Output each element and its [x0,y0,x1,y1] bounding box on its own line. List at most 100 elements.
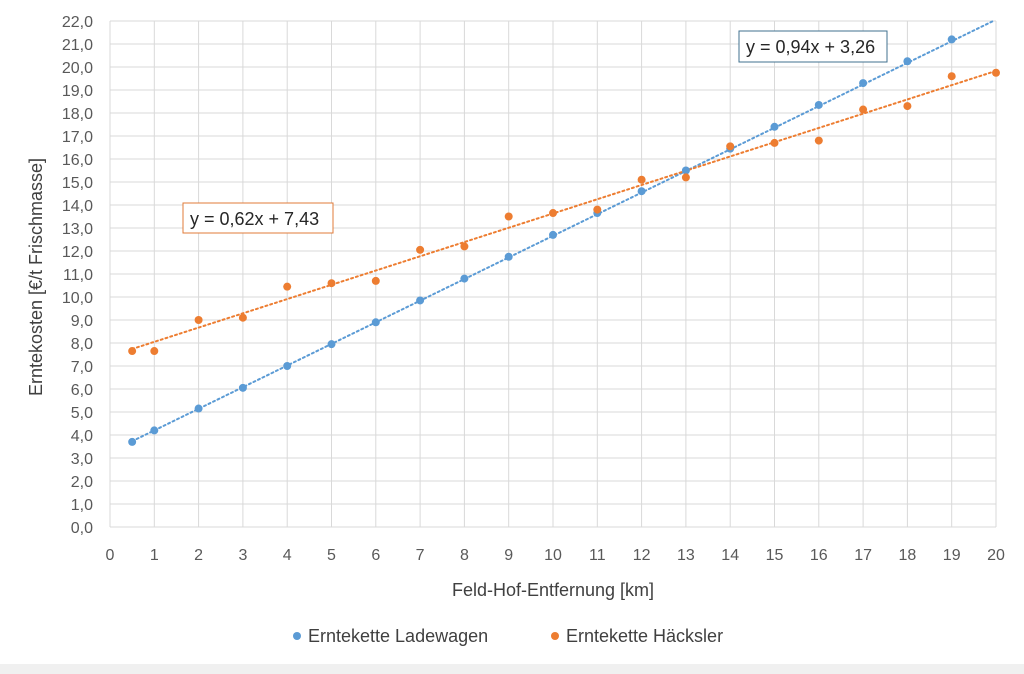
legend-label-ladewagen: Erntekette Ladewagen [308,626,488,646]
y-tick-label: 14,0 [62,198,93,215]
x-tick-label: 19 [943,547,961,564]
x-tick-label: 17 [854,547,872,564]
y-tick-label: 2,0 [71,474,93,491]
y-tick-label: 22,0 [62,14,93,31]
data-point-haecksler [371,276,380,285]
x-tick-label: 3 [238,547,247,564]
equation-text-haecksler: y = 0,62x + 7,43 [190,209,319,229]
x-tick-label: 6 [371,547,380,564]
y-tick-label: 10,0 [62,290,93,307]
y-tick-label: 7,0 [71,359,93,376]
y-tick-label: 19,0 [62,83,93,100]
x-tick-label: 7 [416,547,425,564]
legend: Erntekette Ladewagen Erntekette Häcksler [293,626,723,646]
legend-marker-haecksler [551,632,559,640]
data-points [128,35,1000,446]
data-point-ladewagen [283,362,292,370]
data-point-haecksler [460,242,469,251]
x-tick-label: 15 [766,547,784,564]
x-tick-label: 2 [194,547,203,564]
y-tick-label: 5,0 [71,405,93,422]
data-point-haecksler [947,72,956,81]
data-point-haecksler [681,173,690,182]
trendline-haecksler [131,69,997,350]
trendline-ladewagen [131,20,995,443]
data-point-ladewagen [327,340,336,349]
y-tick-label: 16,0 [62,152,93,169]
x-tick-label: 18 [899,547,917,564]
data-point-ladewagen [814,100,823,109]
gridlines [109,20,997,528]
y-tick-label: 21,0 [62,37,93,54]
data-point-haecksler [238,313,247,322]
y-tick-label: 17,0 [62,129,93,146]
y-tick-label: 11,0 [63,267,93,284]
y-tick-label: 0,0 [71,520,93,537]
data-point-haecksler [194,316,203,324]
data-point-ladewagen [371,318,380,327]
y-axis-title: Erntekosten [€/t Frischmasse] [26,158,46,396]
x-tick-label: 12 [633,547,651,564]
legend-marker-ladewagen [293,632,301,640]
footer-strip [0,664,1024,674]
equation-text-ladewagen: y = 0,94x + 3,26 [746,37,875,57]
data-point-ladewagen [859,79,868,88]
equation-label-ladewagen: y = 0,94x + 3,26 [738,30,888,63]
x-tick-label: 4 [283,547,292,564]
y-tick-label: 1,0 [71,497,93,514]
y-tick-label: 12,0 [62,244,93,261]
y-tick-labels: 0,0 1,0 2,0 3,0 4,0 5,0 6,0 7,0 8,0 9,0 10,0 11,0 12… [62,14,93,537]
x-tick-labels: 0 1 2 3 4 5 6 7 8 9 10 11 12 13 14 15 16 17 18 19 20 [106,547,1005,564]
legend-label-haecksler: Erntekette Häcksler [566,626,723,646]
data-point-haecksler [283,282,292,291]
x-tick-label: 10 [544,547,562,564]
data-point-haecksler [814,136,823,145]
y-tick-label: 18,0 [62,106,93,123]
data-point-ladewagen [770,122,779,131]
data-point-ladewagen [549,230,557,239]
data-point-ladewagen [128,437,137,446]
data-point-ladewagen [194,404,203,413]
y-tick-label: 15,0 [62,175,93,192]
y-tick-label: 3,0 [71,451,93,468]
y-tick-label: 8,0 [71,336,93,353]
x-tick-label: 1 [150,547,159,564]
data-point-ladewagen [637,187,646,196]
data-point-ladewagen [903,57,912,66]
y-tick-label: 9,0 [71,313,93,330]
data-point-ladewagen [238,383,247,392]
data-point-haecksler [327,279,336,288]
data-point-haecksler [416,245,425,254]
data-point-haecksler [726,142,735,151]
data-point-ladewagen [947,35,956,44]
data-point-haecksler [637,175,646,184]
x-tick-label: 5 [327,547,336,564]
x-tick-label: 9 [504,547,513,564]
x-tick-label: 20 [987,547,1005,564]
data-point-haecksler [128,347,137,356]
x-tick-label: 13 [677,547,695,564]
data-point-haecksler [903,102,912,111]
x-tick-label: 14 [721,547,739,564]
data-point-haecksler [504,212,513,221]
data-point-haecksler [150,347,159,356]
y-tick-label: 20,0 [62,60,93,77]
data-point-haecksler [593,205,602,214]
x-tick-label: 11 [589,547,606,564]
x-tick-label: 0 [106,547,115,564]
data-point-ladewagen [460,274,469,283]
x-tick-label: 16 [810,547,828,564]
data-point-haecksler [992,68,1000,77]
y-tick-label: 4,0 [71,428,93,445]
data-point-haecksler [549,209,557,218]
x-axis-title: Feld-Hof-Entfernung [km] [452,580,654,600]
y-tick-label: 6,0 [71,382,93,399]
data-point-haecksler [859,105,868,114]
data-point-ladewagen [681,166,690,175]
y-tick-label: 13,0 [62,221,93,238]
data-point-ladewagen [504,252,513,261]
data-point-ladewagen [150,426,159,435]
equation-label-haecksler: y = 0,62x + 7,43 [182,202,334,234]
trendlines [131,20,997,443]
